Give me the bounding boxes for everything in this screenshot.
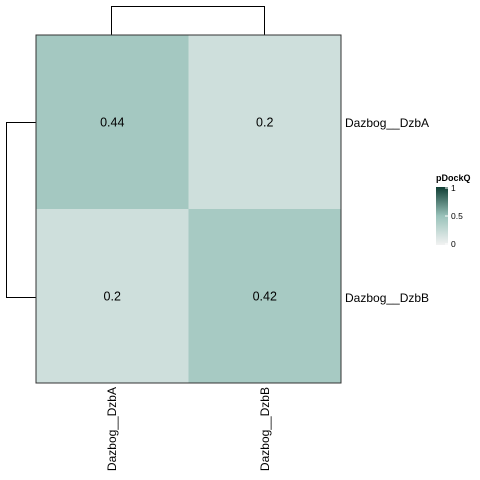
- heatmap-cell: [36, 209, 189, 383]
- legend-colorbar: [436, 187, 448, 245]
- legend-title: pDockQ: [436, 173, 471, 183]
- row-label: Dazbog__DzbA: [345, 116, 429, 130]
- row-dendrogram: [6, 122, 36, 298]
- cell-value-label: 0.44: [100, 116, 124, 130]
- heatmap-cells: 0.44 0.2 0.2 0.42: [36, 35, 341, 383]
- cell-value-label: 0.42: [253, 290, 277, 304]
- legend: pDockQ 10.50: [436, 173, 471, 249]
- heatmap-cell: [188, 209, 341, 383]
- cell-value-label: 0.2: [256, 116, 273, 130]
- column-dendrogram-link: [111, 6, 265, 35]
- column-label: Dazbog__DzbA: [105, 387, 119, 471]
- heatmap-cell: [36, 35, 189, 209]
- heatmap-cell: [188, 35, 341, 209]
- legend-ticks: 10.50: [445, 183, 463, 249]
- column-dendrogram: [111, 6, 265, 35]
- row-label: Dazbog__DzbB: [345, 291, 429, 305]
- legend-tick-label: 1: [451, 183, 456, 193]
- heatmap-border: [35, 34, 342, 384]
- column-label: Dazbog__DzbB: [258, 387, 272, 471]
- legend-tick-label: 0.5: [451, 211, 463, 221]
- cell-value-label: 0.2: [104, 290, 121, 304]
- legend-tick-label: 0: [451, 239, 456, 249]
- row-dendrogram-link: [6, 122, 36, 298]
